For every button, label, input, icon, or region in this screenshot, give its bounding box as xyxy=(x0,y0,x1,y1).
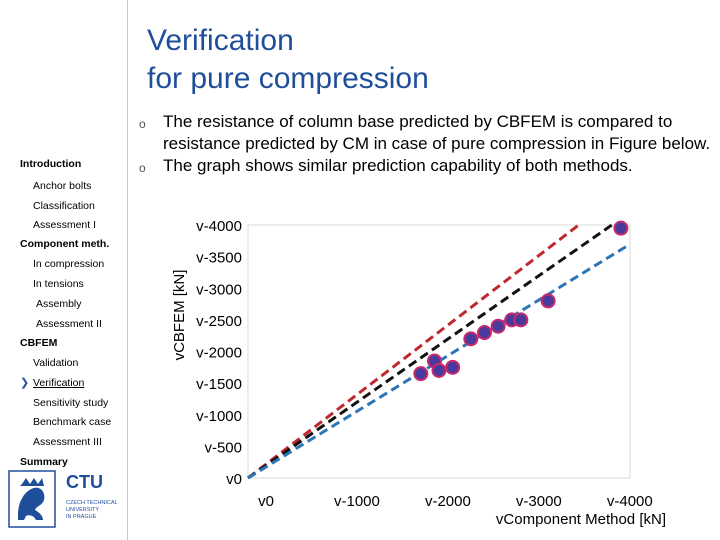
y-tick-label: v-1500 xyxy=(196,376,242,393)
nav-item[interactable]: Validation xyxy=(33,357,79,369)
nav-item[interactable]: Assessment III xyxy=(33,436,102,448)
x-tick-label: v-3000 xyxy=(516,493,562,510)
x-tick-label: v0 xyxy=(258,493,274,510)
data-point xyxy=(513,312,529,328)
active-arrow-icon: ❯ xyxy=(20,377,30,389)
nav-item[interactable]: Component meth. xyxy=(20,238,110,250)
y-tick-label: v-4000 xyxy=(196,218,242,235)
logo-subtext: CZECH TECHNICAL UNIVERSITY IN PRAGUE xyxy=(66,500,118,521)
y-tick-label: v-3000 xyxy=(196,281,242,298)
bullet-list: o The resistance of column base predicte… xyxy=(135,111,715,177)
nav-item[interactable]: Assembly xyxy=(36,298,82,310)
nav-item[interactable]: Assessment II xyxy=(36,318,102,330)
x-tick-label: v-1000 xyxy=(334,493,380,510)
title-line-1: Verification xyxy=(147,24,294,57)
side-navigation: Introduction Anchor bolts Classification As… xyxy=(0,0,127,540)
data-point xyxy=(613,220,629,236)
nav-item[interactable]: Summary xyxy=(20,456,68,468)
data-point xyxy=(540,293,556,309)
nav-item[interactable]: In compression xyxy=(33,258,105,270)
data-point xyxy=(490,318,506,334)
x-axis-label: vComponent Method [kN] xyxy=(496,511,666,528)
data-point xyxy=(476,325,492,341)
nav-item[interactable]: Benchmark case xyxy=(33,416,112,428)
x-tick-label: v-4000 xyxy=(607,493,653,510)
nav-item[interactable]: In tensions xyxy=(33,278,84,290)
bullet-text: The resistance of column base predicted … xyxy=(163,112,711,153)
nav-item[interactable]: Verification xyxy=(33,377,85,389)
logo-subtext-line: CZECH TECHNICAL xyxy=(66,500,118,506)
data-point xyxy=(431,362,447,378)
logo-subtext-line: IN PRAGUE xyxy=(66,514,97,520)
data-point xyxy=(445,359,461,375)
comparison-chart: v0 v-500 v-1000 v-1500 v-2000 v-2500 v-3000 v-3… xyxy=(171,218,666,528)
nav-item[interactable]: CBFEM xyxy=(20,337,58,349)
y-tick-label: v-3500 xyxy=(196,250,242,267)
x-tick-label: v-2000 xyxy=(425,493,471,510)
trend-line xyxy=(247,223,613,480)
lion-emblem-icon xyxy=(8,470,56,528)
trend-line xyxy=(247,242,631,480)
bullet-marker: o xyxy=(139,117,146,131)
nav-divider xyxy=(127,0,128,540)
nav-item[interactable]: Assessment I xyxy=(33,219,97,231)
data-point xyxy=(413,366,429,382)
bullet-marker: o xyxy=(139,161,146,175)
nav-item[interactable]: Introduction xyxy=(20,158,82,170)
title-line-2: for pure compression xyxy=(147,62,429,95)
y-tick-label: v-500 xyxy=(204,439,242,456)
slide-title: Verification for pure compression xyxy=(147,22,429,98)
bullet-item: o The resistance of column base predicte… xyxy=(135,111,715,155)
logo-subtext-line: UNIVERSITY xyxy=(66,507,100,513)
plot-area xyxy=(247,224,631,479)
y-tick-label: v0 xyxy=(226,471,242,488)
trend-line xyxy=(247,223,580,480)
y-tick-label: v-1000 xyxy=(196,408,242,425)
bullet-text: The graph shows similar prediction capab… xyxy=(163,156,633,175)
data-point xyxy=(463,331,479,347)
ctu-logo: CTU CZECH TECHNICAL UNIVERSITY IN PRAGUE xyxy=(8,470,120,530)
nav-item[interactable]: Anchor bolts xyxy=(33,180,92,192)
bullet-item: o The graph shows similar prediction cap… xyxy=(135,155,715,177)
y-axis-label: vCBFEM [kN] xyxy=(171,270,188,361)
logo-text: CTU xyxy=(66,472,103,492)
y-tick-label: v-2000 xyxy=(196,345,242,362)
nav-item[interactable]: Sensitivity study xyxy=(33,397,109,409)
y-tick-label: v-2500 xyxy=(196,313,242,330)
nav-item[interactable]: Classification xyxy=(33,200,95,212)
